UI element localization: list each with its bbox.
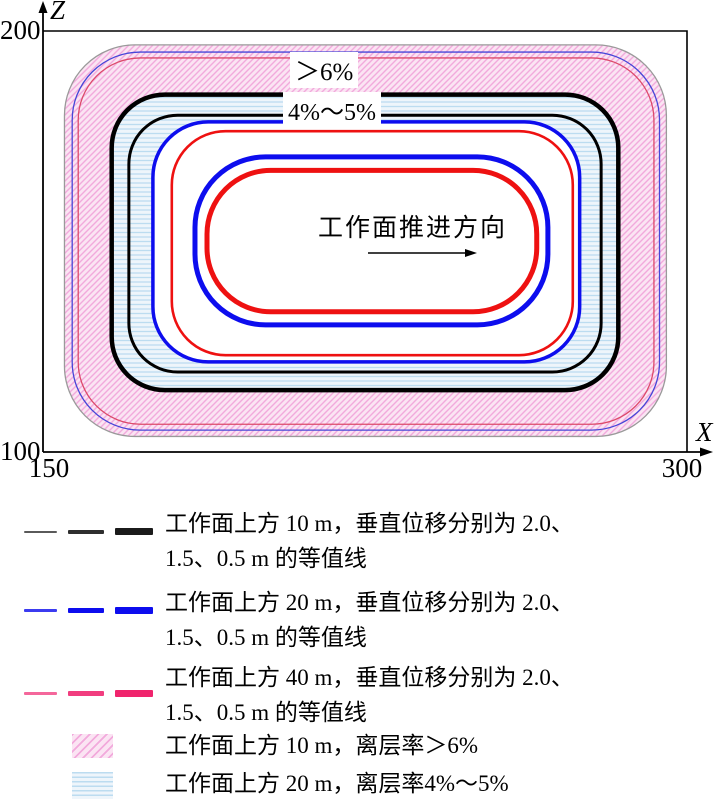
plot-frame [43, 30, 688, 452]
legend-row-20m-lines: 工作面上方 20 m，垂直位移分别为 2.0、 1.5、0.5 m 的等值线 [0, 585, 721, 657]
legend-swatch-bluelines-icon [72, 772, 113, 799]
contour-line-10m-0.5m [63, 44, 668, 438]
x-tick-150: 150 [28, 453, 70, 483]
contour-plot [38, 1, 713, 457]
region-gt6-label: ＞6% [290, 52, 359, 88]
contour-group [63, 44, 668, 438]
legend-dashes-crimson-icon [24, 690, 153, 697]
z-tick-100: 100 [0, 436, 41, 466]
region-separation-4-5-fill [111, 94, 619, 391]
legend-row-gt6-region: 工作面上方 10 m，离层率＞6% [0, 732, 721, 766]
z-axis-label: Z [50, 0, 66, 25]
legend-text: 工作面上方 10 m，离层率＞6% [165, 733, 479, 758]
legend-dashes-blue-icon [24, 607, 153, 614]
legend-row-10m-lines: 工作面上方 10 m，垂直位移分别为 2.0、 1.5、0.5 m 的等值线 [0, 506, 721, 578]
legend-text: 工作面上方 10 m，垂直位移分别为 2.0、 1.5、0.5 m 的等值线 [165, 511, 574, 571]
z-axis-arrow-icon [38, 1, 48, 13]
contour-line-40m-1.5m [170, 129, 575, 357]
contour-line-10m-1.5m [109, 92, 621, 393]
x-tick-300: 300 [661, 453, 703, 483]
legend-text: 工作面上方 40 m，垂直位移分别为 2.0、 1.5、0.5 m 的等值线 [165, 665, 574, 725]
z-tick-200: 200 [0, 15, 41, 45]
x-axis-label: X [696, 417, 713, 447]
contour-line-20m-0.5m [71, 51, 661, 431]
contour-line-40m-2m [204, 167, 540, 315]
legend-dashes-black-icon [24, 528, 153, 535]
advance-arrow-icon [465, 249, 477, 257]
advance-direction-label: 工作面推进方向 [318, 215, 508, 242]
contour-line-20m-2m [192, 154, 551, 328]
legend-text: 工作面上方 20 m，垂直位移分别为 2.0、 1.5、0.5 m 的等值线 [165, 590, 574, 650]
contour-line-40m-0.5m [77, 57, 655, 425]
x-axis-arrow-icon [700, 447, 713, 457]
legend-swatch-pink-hatch-icon [72, 734, 113, 758]
contour-line-20m-1.5m [151, 120, 582, 364]
region-separation-gt6-fill [64, 44, 667, 437]
legend-row-4-5-region: 工作面上方 20 m，离层率4%～5% [0, 770, 721, 800]
contour-line-10m-2m [127, 113, 603, 374]
legend-row-40m-lines: 工作面上方 40 m，垂直位移分别为 2.0、 1.5、0.5 m 的等值线 [0, 660, 721, 732]
region-4-5-label: 4%～5% [283, 92, 381, 127]
legend-text: 工作面上方 20 m，离层率4%～5% [165, 771, 509, 796]
